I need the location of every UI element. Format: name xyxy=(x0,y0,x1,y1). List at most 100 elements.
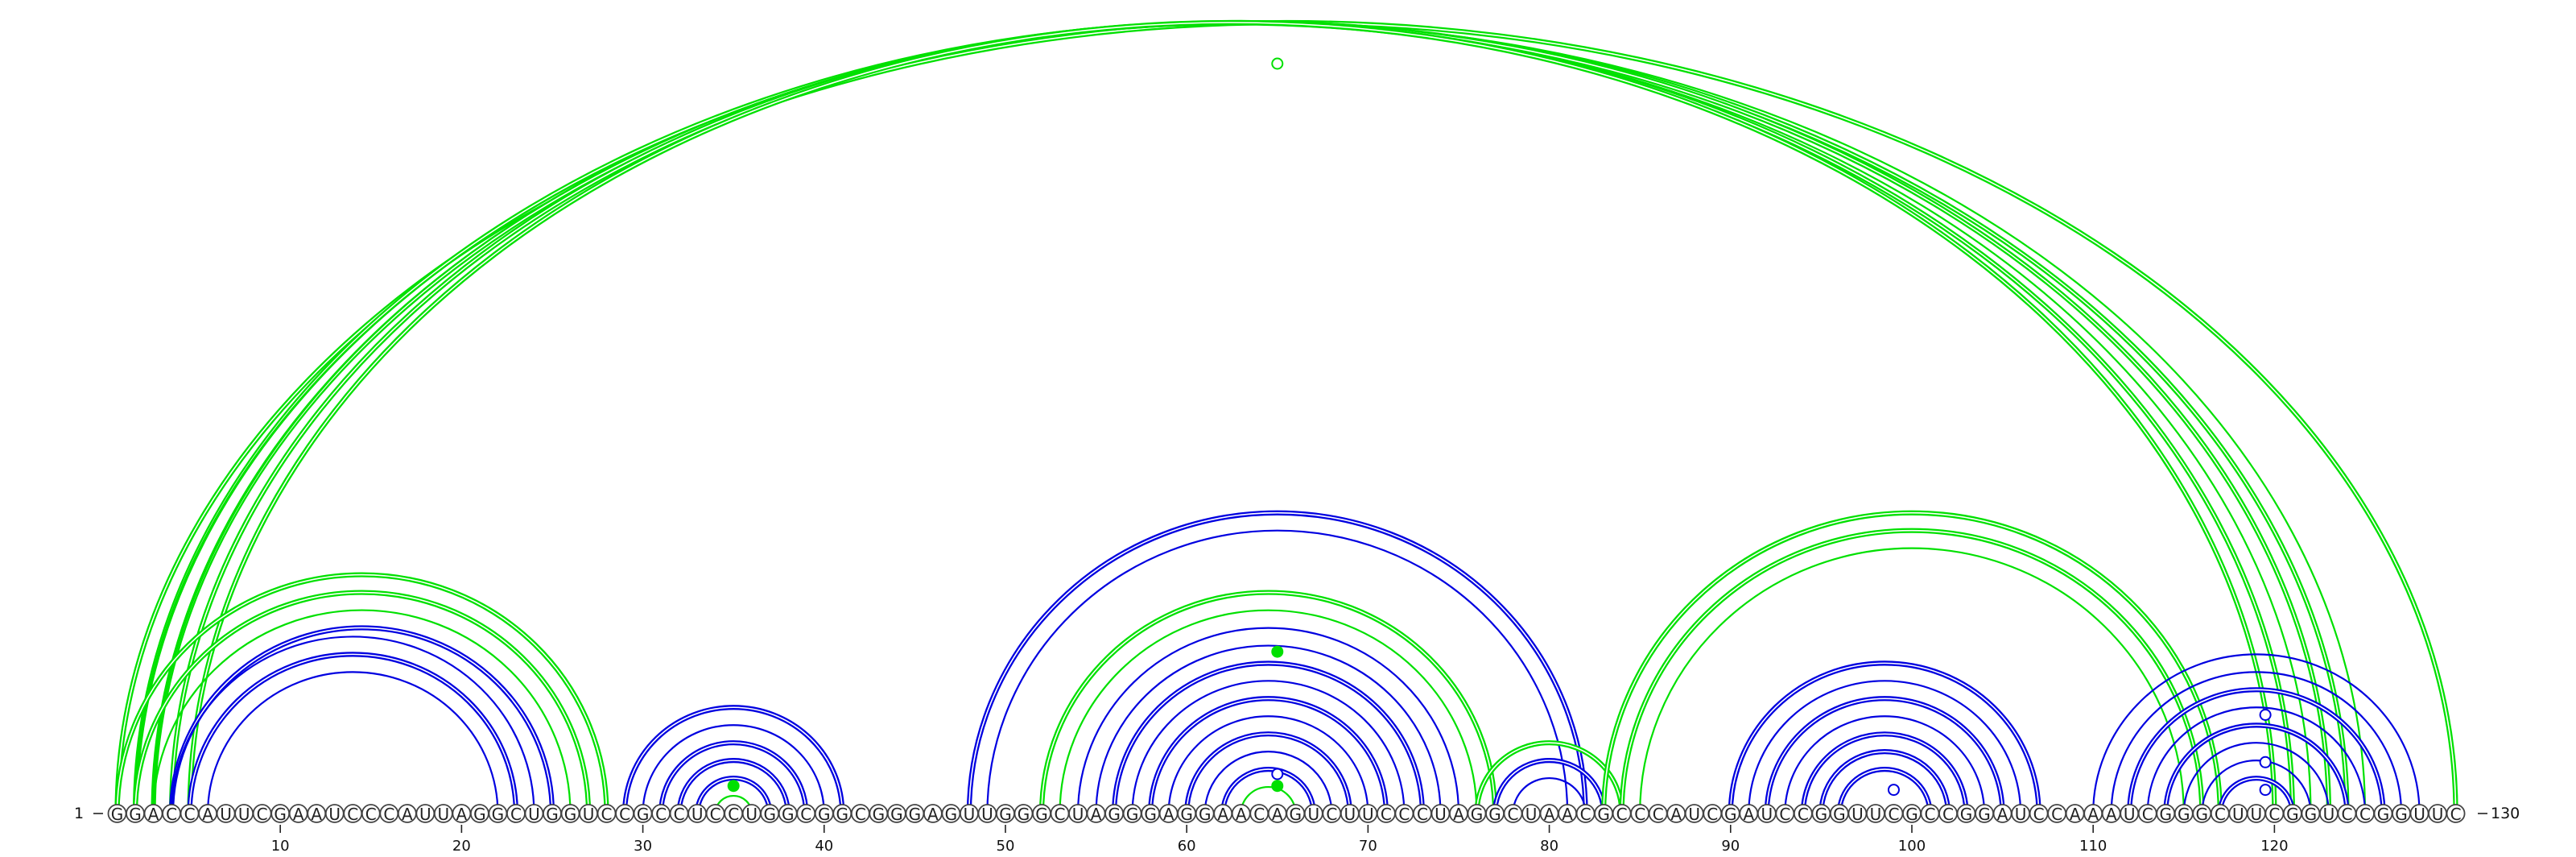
nucleotide: U xyxy=(977,804,997,824)
nucleotide-letter: G xyxy=(1597,805,1610,824)
nucleotide: G xyxy=(1975,804,1994,824)
nucleotide-letter: C xyxy=(365,805,377,824)
nucleotide-letter: C xyxy=(2359,805,2371,824)
nucleotide: G xyxy=(1141,804,1161,824)
pair-arc-56-73 xyxy=(1112,660,1426,814)
arc-apex-marker xyxy=(2259,756,2272,768)
pair-arc-gap-60-69 xyxy=(1186,733,1351,814)
nucleotide: G xyxy=(1811,804,1831,824)
pair-arc-gap-2-124 xyxy=(134,22,2348,814)
tick-label: 40 xyxy=(815,838,833,855)
nucleotide: G xyxy=(2282,804,2302,824)
nucleotide-letter: C xyxy=(257,805,268,824)
pair-arc-gap-1-28 xyxy=(116,573,608,814)
pair-arc-gap-1-130 xyxy=(116,22,2457,814)
nucleotide: A xyxy=(397,804,417,824)
nucleotide-letter: U xyxy=(1870,805,1882,824)
nucleotide: C xyxy=(1322,804,1342,824)
nucleotide: U xyxy=(234,804,254,824)
nucleotide-letter: G xyxy=(1180,805,1193,824)
nucleotide-letter: U xyxy=(2015,805,2027,824)
nucleotide: C xyxy=(2446,804,2466,824)
nucleotide-letter: U xyxy=(1852,805,1864,824)
nucleotide-letter: G xyxy=(2305,805,2318,824)
tick-label: 20 xyxy=(452,838,471,855)
nucleotide-letter: G xyxy=(1290,805,1302,824)
nucleotide: U xyxy=(1866,804,1885,824)
pair-arc-53-76 xyxy=(1059,609,1478,814)
nucleotide-letter: G xyxy=(1108,805,1121,824)
nucleotide: C xyxy=(1394,804,1414,824)
nucleotide: U xyxy=(2319,804,2339,824)
pair-arc-gap-48-82 xyxy=(968,511,1587,814)
nucleotide-letter: G xyxy=(2196,805,2209,824)
nucleotide: A xyxy=(2065,804,2085,824)
pair-arc-84-116 xyxy=(1619,528,2205,814)
nucleotide-letter: U xyxy=(2232,805,2244,824)
nucleotide: U xyxy=(324,804,345,824)
nucleotide: C xyxy=(2137,804,2157,824)
nucleotide: C xyxy=(1793,804,1813,824)
pair-arc-gap-112-126 xyxy=(2128,689,2384,814)
nucleotide: U xyxy=(2120,804,2140,824)
arc-apex-marker xyxy=(1271,780,1284,793)
nucleotide-letter: A xyxy=(1562,805,1573,824)
nucleotide: C xyxy=(1575,804,1596,824)
nucleotide-letter: A xyxy=(1743,805,1754,824)
nucleotide: G xyxy=(1177,804,1197,824)
nucleotide: C xyxy=(180,804,200,824)
nucleotide: C xyxy=(1920,804,1940,824)
nucleotide: G xyxy=(886,804,906,824)
tick-label: 90 xyxy=(1721,838,1740,855)
nucleotide-letter: A xyxy=(2087,805,2099,824)
pair-arc-5-23 xyxy=(187,652,519,814)
pair-arc-gap-52-77 xyxy=(1041,591,1496,814)
nucleotide-letter: G xyxy=(1724,805,1737,824)
nucleotide: C xyxy=(343,804,363,824)
pair-arc-61-68 xyxy=(1203,751,1333,814)
nucleotide: C xyxy=(506,804,526,824)
nucleotide-letter: C xyxy=(674,805,685,824)
nucleotide: A xyxy=(143,804,163,824)
pair-arc-116-122 xyxy=(2201,760,2312,814)
nucleotide-letter: C xyxy=(166,805,177,824)
nucleotide: G xyxy=(107,804,127,824)
pair-arc-6-22 xyxy=(207,671,499,814)
start-position-label: 1 xyxy=(74,805,84,822)
nucleotide: U xyxy=(579,804,598,824)
nucleotide: A xyxy=(1539,804,1559,824)
nucleotide-letter: G xyxy=(2178,805,2190,824)
nucleotide: C xyxy=(2337,804,2357,824)
nucleotide: C xyxy=(1612,804,1632,824)
arcs-layer xyxy=(114,19,2458,814)
nucleotide: U xyxy=(2428,804,2447,824)
pair-arc-gap-5-120 xyxy=(188,22,2276,814)
nucleotide: U xyxy=(1358,804,1378,824)
nucleotide-letter: G xyxy=(1960,805,1973,824)
nucleotide-letter: C xyxy=(2142,805,2153,824)
tick-label: 120 xyxy=(2260,838,2288,855)
nucleotide-letter: C xyxy=(1381,805,1392,824)
nucleotide-letter: A xyxy=(927,805,939,824)
nucleotide-letter: G xyxy=(909,805,922,824)
nucleotide-letter: U xyxy=(238,805,250,824)
nucleotide: C xyxy=(1648,804,1668,824)
nucleotide-letter: A xyxy=(1091,805,1102,824)
nucleotide-letter: G xyxy=(890,805,903,824)
nucleotide-letter: C xyxy=(1634,805,1645,824)
nucleotide-letter: G xyxy=(836,805,849,824)
nucleotide-letter: U xyxy=(691,805,704,824)
pair-arc-90-107 xyxy=(1728,660,2041,814)
nucleotide: C xyxy=(361,804,381,824)
nucleotide: G xyxy=(905,804,925,824)
nucleotide-letter: C xyxy=(2033,805,2045,824)
nucleotide-letter: C xyxy=(1508,805,1519,824)
pair-arc-3-122 xyxy=(152,21,2312,814)
nucleotide: C xyxy=(1703,804,1723,824)
nucleotide-letter: G xyxy=(1018,805,1030,824)
nucleotide-letter: U xyxy=(1072,805,1084,824)
pair-arc-2-125 xyxy=(134,21,2367,814)
nucleotide-letter: A xyxy=(1544,805,1555,824)
nucleotide: C xyxy=(669,804,689,824)
